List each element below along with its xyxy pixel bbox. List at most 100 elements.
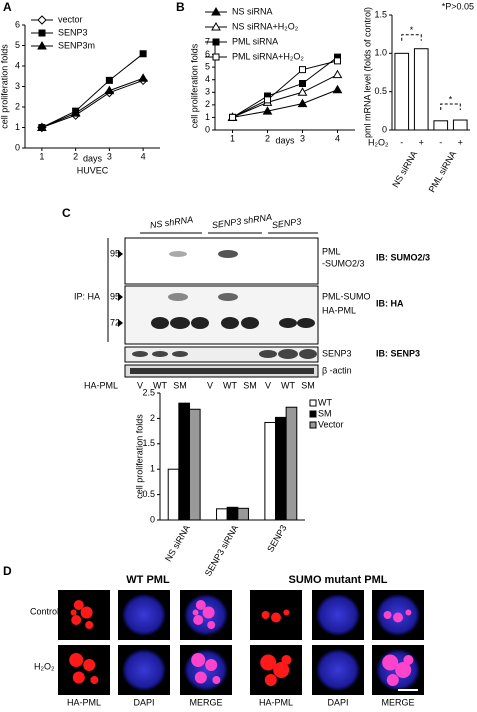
bar xyxy=(167,468,180,521)
legend-label: NS siRNA xyxy=(232,6,273,16)
mic-column: MERGE xyxy=(189,697,222,707)
speckle xyxy=(403,655,414,665)
bar xyxy=(237,507,249,521)
band xyxy=(218,250,238,258)
speckle xyxy=(264,674,277,686)
speckle xyxy=(386,674,399,686)
x-tick-label: 3 xyxy=(300,133,305,143)
bar xyxy=(452,119,468,131)
y-tick-label: 0 xyxy=(205,124,210,134)
blot-box xyxy=(124,237,319,285)
treatment-label: H₂O₂ xyxy=(368,137,389,147)
ib-label: IB: SUMO2/3 xyxy=(376,252,430,262)
speckle xyxy=(393,612,403,623)
x-tick-label: NS siRNA xyxy=(163,523,192,563)
y-tick-label: 2 xyxy=(15,101,20,111)
speckle xyxy=(195,600,206,610)
x-label: days xyxy=(83,153,103,163)
bar xyxy=(216,508,228,521)
marker xyxy=(229,113,236,121)
marker xyxy=(297,98,308,108)
speckle xyxy=(72,671,85,684)
lane-label: WT xyxy=(281,380,295,390)
y-tick-label: 3 xyxy=(205,87,210,97)
y-tick-label: 1.5 xyxy=(374,9,387,19)
marker xyxy=(70,108,81,117)
images: HA-PML DAPI MERGE HA-PML DAPI MERGE xyxy=(58,590,424,707)
mic-column: HA-PML xyxy=(67,697,101,707)
legend-swatch xyxy=(309,399,317,407)
marker xyxy=(297,87,308,96)
mw-marker: 72 xyxy=(110,317,120,327)
y-tick-label: 0.5 xyxy=(374,86,387,96)
mic-title: WT PML xyxy=(126,574,170,586)
legend-label: SENP3 xyxy=(58,27,88,37)
image xyxy=(58,645,110,695)
band xyxy=(218,293,238,301)
x-tick-label: 3 xyxy=(107,151,112,161)
nucleus xyxy=(122,594,166,636)
bar xyxy=(275,416,287,521)
x-tick-label: 4 xyxy=(335,133,340,143)
lane-label: WT xyxy=(223,380,237,390)
subtitle: HUVEC xyxy=(77,165,109,175)
lane-label: V xyxy=(265,380,271,390)
bracket xyxy=(440,103,461,111)
bar xyxy=(394,52,410,131)
lane-label: V xyxy=(207,380,213,390)
bar xyxy=(285,406,298,521)
band xyxy=(168,293,188,301)
y-tick-label: 0 xyxy=(382,124,387,134)
x-tick-label: 1 xyxy=(230,133,235,143)
speckle xyxy=(405,609,412,616)
nucleus xyxy=(122,649,166,691)
y-tick-label: 5 xyxy=(15,40,20,50)
x-label: days xyxy=(275,135,295,145)
bar xyxy=(433,120,449,131)
lane-label: WT xyxy=(153,380,167,390)
legend-label: SENP3m xyxy=(58,40,95,50)
marker xyxy=(332,84,343,94)
speckle xyxy=(192,609,199,616)
line xyxy=(41,79,144,128)
line xyxy=(232,74,338,118)
ip-label: IP: HA xyxy=(74,291,100,301)
annotation: * xyxy=(449,94,453,104)
mw-marker: 95 xyxy=(110,248,120,258)
bracket xyxy=(401,34,422,41)
mic-row: Control xyxy=(30,606,59,616)
speckle xyxy=(80,606,93,619)
y-tick-label: 1.0 xyxy=(374,48,387,58)
speckle xyxy=(273,662,290,678)
y-label: pml mRNA level (folds of control) xyxy=(362,7,372,138)
y-tick-label: 0 xyxy=(15,142,20,152)
speckle xyxy=(83,659,96,671)
marker xyxy=(212,53,220,61)
group-label: PML siRNA xyxy=(427,149,459,194)
speckle xyxy=(382,654,399,671)
y-tick-label: 6 xyxy=(15,19,20,29)
speckle xyxy=(261,611,270,619)
line xyxy=(232,60,338,118)
speckle xyxy=(207,621,216,629)
panel-label: C xyxy=(62,206,71,220)
speckle xyxy=(71,615,82,625)
group-label: NS siRNA xyxy=(390,149,419,189)
marker xyxy=(139,50,147,58)
speckle xyxy=(383,611,392,619)
speckle xyxy=(260,654,277,671)
legend-swatch xyxy=(309,421,317,429)
speckle xyxy=(202,606,215,619)
x-tick-label: 4 xyxy=(141,151,146,161)
mic-column: HA-PML xyxy=(259,697,293,707)
panel-label: D xyxy=(3,564,12,578)
x-tick-label: + xyxy=(419,137,424,147)
y-tick-label: 4 xyxy=(15,60,20,70)
marker xyxy=(37,122,47,131)
y-label: cell proliferation folds xyxy=(189,43,199,128)
line xyxy=(232,56,338,118)
band-label: SENP3 xyxy=(322,348,352,358)
bands xyxy=(151,317,315,329)
speckle xyxy=(271,612,281,623)
speckle xyxy=(194,671,207,684)
